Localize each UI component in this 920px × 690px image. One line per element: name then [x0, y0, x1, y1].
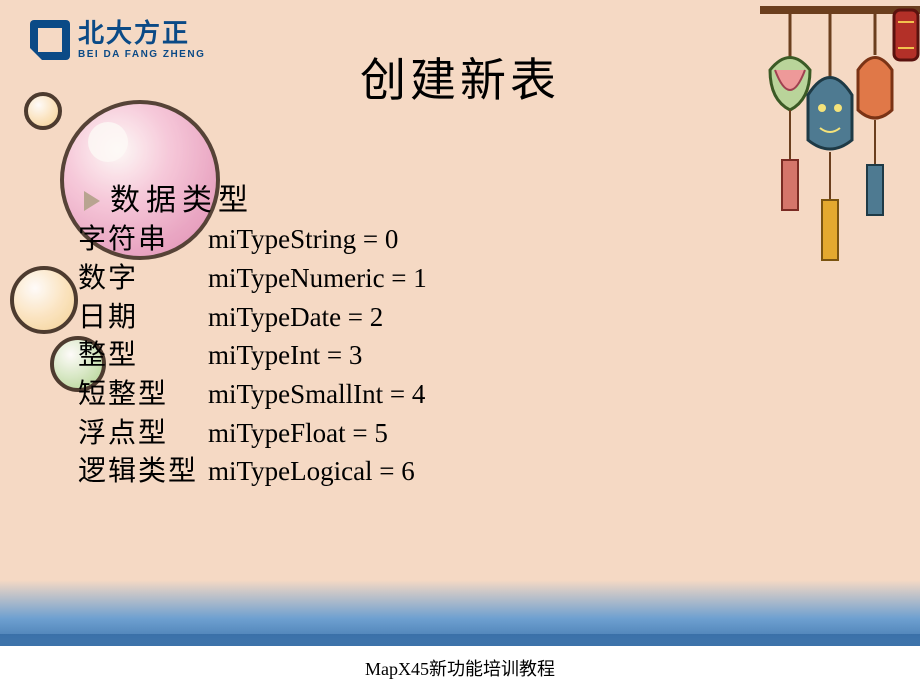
content-block: 数据类型 字符串 miTypeString = 0 数字 miTypeNumer… [78, 180, 427, 492]
type-row: 字符串 miTypeString = 0 [78, 221, 427, 260]
logo-cn: 北大方正 [78, 20, 205, 46]
type-code: miTypeDate = 2 [208, 299, 383, 338]
footer-bar: MapX45新功能培训教程 [0, 646, 920, 690]
type-row: 浮点型 miTypeFloat = 5 [78, 415, 427, 454]
type-row: 数字 miTypeNumeric = 1 [78, 260, 427, 299]
type-label: 整型 [78, 337, 208, 376]
type-label: 浮点型 [78, 415, 208, 454]
type-label: 数字 [78, 260, 208, 299]
footer-gradient [0, 580, 920, 650]
type-row: 短整型 miTypeSmallInt = 4 [78, 376, 427, 415]
type-label: 逻辑类型 [78, 453, 208, 492]
type-code: miTypeNumeric = 1 [208, 260, 427, 299]
section-heading-row: 数据类型 [78, 180, 427, 221]
page-title: 创建新表 [0, 44, 920, 110]
type-code: miTypeInt = 3 [208, 337, 362, 376]
type-label: 短整型 [78, 376, 208, 415]
type-label: 日期 [78, 299, 208, 338]
type-label: 字符串 [78, 221, 208, 260]
chevron-right-icon [84, 191, 100, 211]
footer-text: MapX45新功能培训教程 [365, 655, 555, 681]
type-row: 日期 miTypeDate = 2 [78, 299, 427, 338]
section-heading: 数据类型 [110, 180, 254, 221]
type-row: 逻辑类型 miTypeLogical = 6 [78, 453, 427, 492]
type-code: miTypeSmallInt = 4 [208, 376, 425, 415]
type-code: miTypeFloat = 5 [208, 415, 388, 454]
type-row: 整型 miTypeInt = 3 [78, 337, 427, 376]
type-code: miTypeLogical = 6 [208, 453, 415, 492]
type-code: miTypeString = 0 [208, 221, 398, 260]
